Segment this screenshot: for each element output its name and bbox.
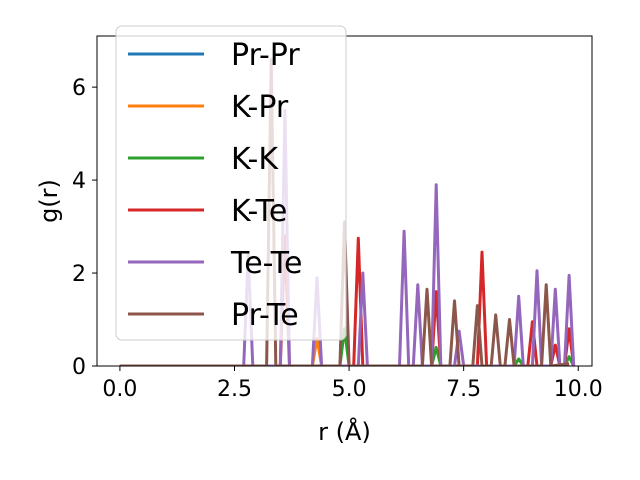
y-tick-label: 2 bbox=[72, 262, 86, 287]
legend-label-te-te: Te-Te bbox=[230, 246, 302, 281]
legend-label-pr-te: Pr-Te bbox=[231, 298, 299, 333]
legend-label-pr-pr: Pr-Pr bbox=[231, 38, 300, 73]
x-tick-label: 10.0 bbox=[554, 377, 603, 402]
x-tick-label: 0.0 bbox=[102, 377, 137, 402]
x-axis: 0.0 2.5 5.0 7.5 10.0 bbox=[102, 366, 603, 402]
x-tick-label: 2.5 bbox=[217, 377, 252, 402]
x-tick-label: 5.0 bbox=[332, 377, 367, 402]
x-axis-label: r (Å) bbox=[318, 417, 371, 446]
y-axis: 0 2 4 6 bbox=[72, 76, 97, 380]
series-line-pr-te bbox=[119, 57, 570, 366]
legend-label-k-k: K-K bbox=[231, 142, 279, 177]
legend: Pr-Pr K-Pr K-K K-Te Te-Te Pr-Te bbox=[115, 25, 347, 341]
legend-box bbox=[115, 25, 347, 341]
legend-label-k-te: K-Te bbox=[231, 194, 287, 229]
x-tick-label: 7.5 bbox=[446, 377, 481, 402]
y-tick-label: 0 bbox=[72, 355, 86, 380]
y-axis-label: g(r) bbox=[35, 179, 63, 223]
y-tick-label: 6 bbox=[72, 76, 86, 101]
y-tick-label: 4 bbox=[72, 169, 86, 194]
series-line-k-te bbox=[119, 234, 576, 366]
legend-label-k-pr: K-Pr bbox=[231, 90, 289, 125]
